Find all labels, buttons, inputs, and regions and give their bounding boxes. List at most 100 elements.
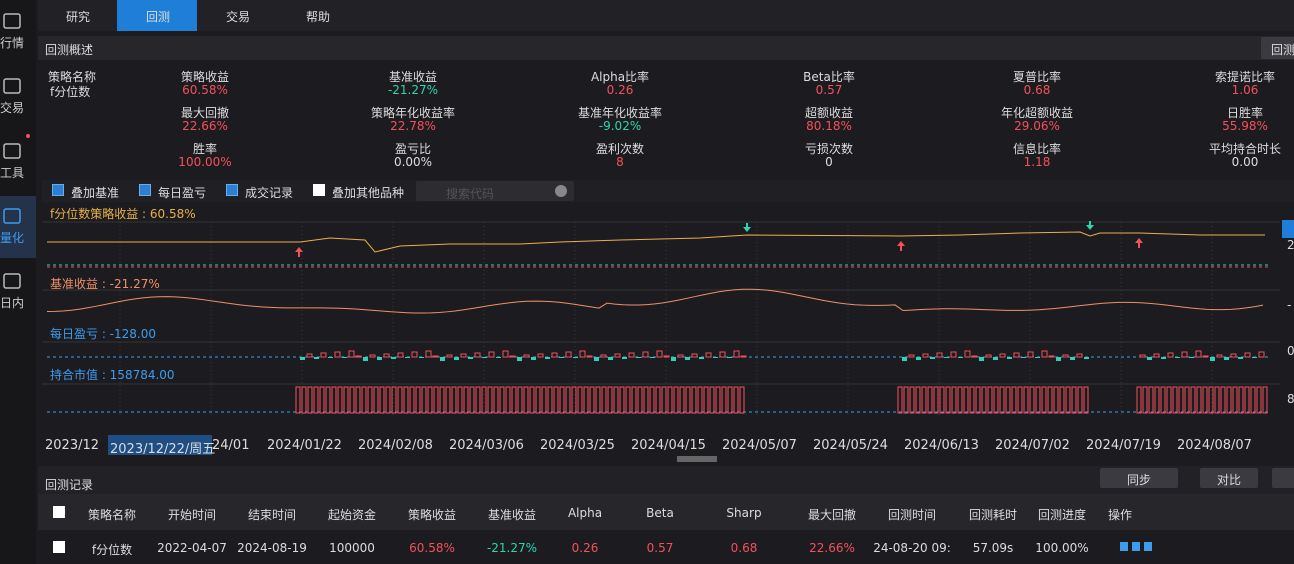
panel-label: 持合市值 : 158784.00 (50, 368, 175, 382)
holding-bar (439, 386, 445, 414)
date-label: 2024/06/13 (904, 438, 979, 453)
search-placeholder[interactable]: 搜索代码 (446, 187, 495, 201)
holding-bar (1238, 386, 1244, 414)
checkbox[interactable] (53, 506, 65, 518)
date-label: 2023/12/22/周五 (110, 442, 216, 457)
sidebar-item[interactable]: 日内 (0, 296, 25, 310)
column-header: 回测时间 (887, 508, 937, 522)
holding-bar (679, 386, 685, 414)
holding-bar (541, 386, 547, 414)
pnl-bar (727, 357, 732, 358)
button-label[interactable]: 同步 (1126, 473, 1152, 487)
checkbox[interactable] (53, 541, 65, 553)
sidebar-item[interactable]: 工具 (0, 166, 25, 180)
holding-bar (721, 386, 727, 414)
stat-value: 1.06 (1231, 83, 1259, 97)
holding-bar (1035, 386, 1041, 414)
stat-label: 信息比率 (1012, 142, 1062, 156)
option-label[interactable]: 成交记录 (245, 186, 294, 200)
cell: 57.09s (972, 541, 1014, 555)
column-header: 操作 (1107, 508, 1133, 522)
pnl-bar (733, 350, 740, 358)
checkbox[interactable] (139, 184, 151, 196)
stat-label: 策略收益 (180, 70, 230, 84)
clear-icon (555, 185, 567, 197)
checkbox[interactable] (226, 184, 238, 196)
holding-bar (975, 386, 981, 414)
sidebar-item[interactable]: 交易 (0, 101, 25, 115)
pnl-bar (1230, 353, 1237, 358)
sidebar-item[interactable]: 行情 (0, 36, 25, 50)
checkbox[interactable] (52, 184, 64, 196)
name-label: 策略名称 (48, 70, 97, 84)
holding-bar (987, 386, 993, 414)
holding-bar (559, 386, 565, 414)
pnl-bar (671, 357, 676, 361)
holding-bar (1136, 386, 1142, 414)
stat-label: Alpha比率 (590, 70, 650, 84)
stat-value: 0 (825, 155, 833, 169)
pnl-bar (1027, 351, 1034, 358)
holding-bar (343, 386, 349, 414)
pnl-bar (425, 350, 432, 358)
options-bar (42, 180, 1294, 202)
option-label[interactable]: 每日盈亏 (158, 186, 207, 200)
checkbox[interactable] (313, 184, 325, 196)
stat-value: 8 (616, 155, 624, 169)
button-label[interactable]: 对比 (1216, 473, 1242, 487)
pnl-bar (999, 353, 1006, 358)
holding-bar (595, 386, 601, 414)
holding-bar (409, 386, 415, 414)
pnl-bar (363, 357, 368, 361)
stat-value: -9.02% (598, 119, 642, 133)
stat-value: -21.27% (387, 83, 439, 97)
sidebar-item[interactable]: 量化 (0, 231, 25, 245)
pnl-bar (1202, 355, 1209, 358)
sidebar (0, 0, 36, 564)
pnl-bar (1084, 357, 1089, 359)
search-box[interactable] (416, 181, 574, 201)
pnl-bar (964, 350, 971, 358)
pnl-bar (1139, 354, 1146, 358)
button[interactable] (1100, 468, 1178, 488)
pnl-bar (342, 357, 347, 358)
stat-label: 年化超额收益 (1000, 106, 1074, 120)
action-icon (1132, 542, 1140, 551)
stat-label: 最大回撤 (180, 106, 230, 120)
stat-value: 55.98% (1222, 119, 1268, 133)
holding-bar (481, 386, 487, 414)
pnl-bar (908, 354, 915, 358)
stat-value: 0.57 (815, 83, 843, 97)
stat-label: 基准收益 (388, 70, 438, 84)
action-icon (1120, 542, 1128, 551)
tab[interactable]: 研究 (65, 10, 91, 24)
overview-header (38, 36, 1294, 60)
holding-bar (337, 386, 343, 414)
button[interactable] (1200, 468, 1258, 488)
pnl-bar (685, 357, 690, 360)
holding-bar (933, 386, 939, 414)
pnl-bar (656, 350, 663, 358)
date-label: 24/01 (212, 438, 250, 453)
pnl-bar (930, 357, 935, 359)
tab[interactable]: 回测 (145, 10, 171, 24)
tab[interactable]: 交易 (225, 10, 251, 24)
sidebar-active (0, 196, 36, 258)
holding-bar (403, 386, 409, 414)
pnl-bar (1048, 355, 1055, 358)
pnl-bar (677, 354, 684, 358)
pnl-bar (454, 357, 459, 360)
overview-button[interactable] (1261, 37, 1294, 59)
section-title: 回测概述 (45, 43, 94, 57)
button-label[interactable]: 回测 (1271, 43, 1294, 57)
option-label[interactable]: 叠加其他品种 (332, 186, 405, 200)
holding-bar (301, 386, 307, 414)
tab[interactable]: 帮助 (305, 10, 331, 24)
stat-value: 0.00 (1231, 155, 1259, 169)
pnl-bar (1195, 350, 1202, 358)
option-label[interactable]: 叠加基准 (71, 186, 120, 200)
button[interactable] (1272, 468, 1294, 488)
holding-bar (613, 386, 619, 414)
pnl-bar (446, 354, 453, 358)
pnl-bar (936, 352, 943, 358)
